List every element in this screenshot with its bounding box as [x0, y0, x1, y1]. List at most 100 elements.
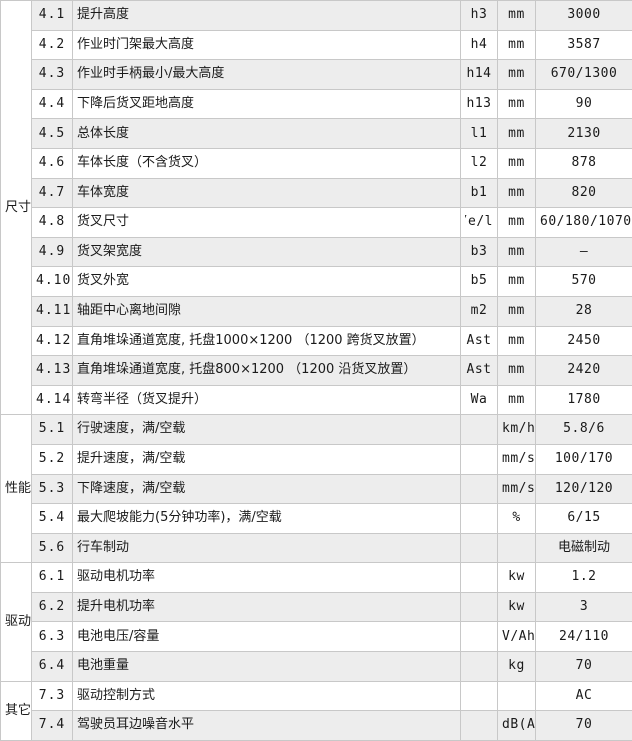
- row-symbol: l2: [461, 148, 498, 178]
- row-symbol: [461, 533, 498, 563]
- row-number: 6.4: [32, 652, 73, 682]
- row-number: 4.10: [32, 267, 73, 297]
- row-value: 100/170: [536, 444, 632, 474]
- row-unit: mm/s: [498, 474, 536, 504]
- row-description: 作业时门架最大高度: [73, 30, 461, 60]
- row-description: 电池重量: [73, 652, 461, 682]
- row-symbol: m2: [461, 296, 498, 326]
- row-symbol: [461, 415, 498, 445]
- row-unit: mm: [498, 148, 536, 178]
- row-unit: dB(A): [498, 711, 536, 741]
- row-value: 24/110: [536, 622, 632, 652]
- row-unit: %: [498, 504, 536, 534]
- row-number: 4.14: [32, 385, 73, 415]
- row-number: 4.11: [32, 296, 73, 326]
- row-value: 120/120: [536, 474, 632, 504]
- row-symbol: [461, 474, 498, 504]
- row-symbol: [461, 681, 498, 711]
- row-value: 60/180/1070: [536, 208, 632, 238]
- row-number: 4.2: [32, 30, 73, 60]
- row-symbol: [461, 563, 498, 593]
- row-symbol-text: Wa: [465, 393, 493, 407]
- row-description: 下降速度，满/空载: [73, 474, 461, 504]
- row-unit: mm: [498, 1, 536, 31]
- row-symbol-text: b3: [465, 245, 493, 259]
- row-value: 2130: [536, 119, 632, 149]
- row-description: 总体长度: [73, 119, 461, 149]
- row-unit: mm: [498, 89, 536, 119]
- row-unit: mm: [498, 208, 536, 238]
- row-number: 5.1: [32, 415, 73, 445]
- row-value: 28: [536, 296, 632, 326]
- row-value: 6/15: [536, 504, 632, 534]
- row-value: 3: [536, 592, 632, 622]
- row-value: 2420: [536, 356, 632, 386]
- row-description: 直角堆垛通道宽度, 托盘800×1200 （1200 沿货叉放置）: [73, 356, 461, 386]
- row-value: 3000: [536, 1, 632, 31]
- row-value: 3587: [536, 30, 632, 60]
- row-unit: mm: [498, 30, 536, 60]
- row-description: 下降后货叉距地高度: [73, 89, 461, 119]
- row-value: 90: [536, 89, 632, 119]
- row-unit: mm: [498, 267, 536, 297]
- row-symbol-text: b1: [465, 186, 493, 200]
- row-unit: V/Ah: [498, 622, 536, 652]
- row-value: 570: [536, 267, 632, 297]
- row-value: 820: [536, 178, 632, 208]
- row-unit: mm: [498, 326, 536, 356]
- row-symbol-text: h3: [465, 8, 493, 22]
- row-value: AC: [536, 681, 632, 711]
- row-symbol: s/e/l: [461, 208, 498, 238]
- row-symbol-text: Ast: [465, 334, 493, 348]
- row-number: 4.8: [32, 208, 73, 238]
- row-symbol: [461, 622, 498, 652]
- row-number: 4.13: [32, 356, 73, 386]
- row-description: 直角堆垛通道宽度, 托盘1000×1200 （1200 跨货叉放置）: [73, 326, 461, 356]
- row-number: 4.4: [32, 89, 73, 119]
- row-symbol-text: m2: [465, 304, 493, 318]
- row-unit: mm: [498, 60, 536, 90]
- row-number: 4.7: [32, 178, 73, 208]
- row-number: 4.9: [32, 237, 73, 267]
- row-description: 提升电机功率: [73, 592, 461, 622]
- row-unit: kg: [498, 652, 536, 682]
- row-unit: [498, 681, 536, 711]
- row-number: 4.12: [32, 326, 73, 356]
- row-number: 5.6: [32, 533, 73, 563]
- row-description: 驱动电机功率: [73, 563, 461, 593]
- row-symbol: b3: [461, 237, 498, 267]
- row-description: 货叉尺寸: [73, 208, 461, 238]
- row-description: 货叉架宽度: [73, 237, 461, 267]
- category-label: 驱动: [1, 563, 32, 681]
- category-label: 性能: [1, 415, 32, 563]
- row-unit: [498, 533, 536, 563]
- row-unit: kw: [498, 592, 536, 622]
- row-description: 电池电压/容量: [73, 622, 461, 652]
- row-description: 最大爬坡能力(5分钟功率)，满/空载: [73, 504, 461, 534]
- row-value: 电磁制动: [536, 533, 632, 563]
- row-symbol: [461, 711, 498, 741]
- row-description: 作业时手柄最小/最大高度: [73, 60, 461, 90]
- row-value: 70: [536, 711, 632, 741]
- row-symbol: [461, 592, 498, 622]
- row-symbol: h13: [461, 89, 498, 119]
- row-unit: mm: [498, 356, 536, 386]
- row-description: 货叉外宽: [73, 267, 461, 297]
- row-symbol-text: b5: [465, 274, 493, 288]
- row-description: 行车制动: [73, 533, 461, 563]
- row-unit: mm/s: [498, 444, 536, 474]
- row-number: 5.4: [32, 504, 73, 534]
- row-description: 提升高度: [73, 1, 461, 31]
